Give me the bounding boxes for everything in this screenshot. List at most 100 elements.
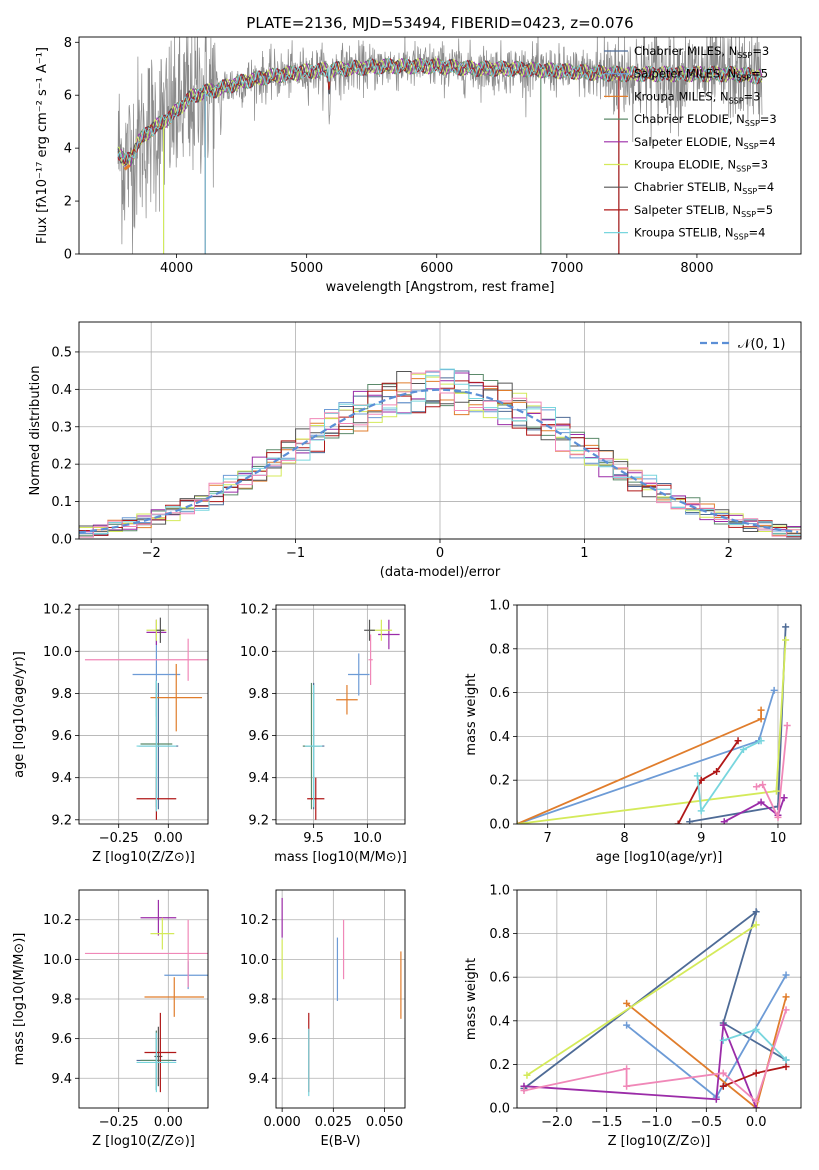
weight-series-line-2 [626,996,787,1108]
y-tick-label: 10.0 [240,953,269,968]
weight-point-marker [712,1095,720,1103]
x-tick-label: 8 [620,831,628,846]
x-tick-label: −2 [142,546,161,561]
y-tick-label: 0.0 [489,818,510,833]
weight-series-line-3 [523,1024,758,1108]
weight-series-line-4 [517,639,787,824]
weight-point-marker [719,1082,727,1090]
weight-series-line-2 [517,710,762,824]
legend-entry-8: Kroupa STELIB, NSSP=4 [634,226,765,242]
x-axis-label: age [log10(age/yr)] [596,850,723,865]
weight-point-marker [693,772,701,780]
x-tick-label: 9.5 [303,831,324,846]
y-tick-label: 2 [64,195,72,210]
y-tick-label: 0.0 [51,533,72,548]
y-tick-label: 0.1 [51,495,72,510]
y-tick-label: 10.2 [240,913,269,928]
weight-series-line-0 [523,909,787,1090]
mass-weight-vs-metallicity-panel: −2.0 −1.5 −1.0 −0.5 0.0 0.0 0.2 0.4 0.6 0.8 1.0 Z [… [464,884,802,1149]
legend-entry-2: Kroupa MILES, NSSP=3 [634,89,761,105]
x-axis-label: Z [log10(Z/Z⊙)] [608,1134,711,1149]
weight-series-line-7 [523,1009,787,1104]
y-axis-label: Normed distribution [28,366,43,496]
weight-point-marker [757,706,765,714]
axes-frame [78,36,802,255]
weight-series-line-5 [677,740,739,824]
weight-series-line-3 [723,797,785,823]
mass-vs-extinction-panel: 0.000 0.025 0.050 9.4 9.6 9.8 10.0 10.2 E(B-V) [240,889,406,1149]
x-tick-label: 4000 [160,261,193,276]
weight-point-marker [752,921,760,929]
y-axis-label: age [log10(age/yr)] [12,651,27,778]
weight-point-marker [739,746,747,754]
y-tick-label: 9.2 [248,813,269,828]
weight-point-marker [752,1026,760,1034]
x-tick-label: −1.0 [641,1115,673,1130]
y-tick-label: 0.2 [489,774,510,789]
y-tick-label: 0.4 [51,383,72,398]
y-tick-label: 9.8 [51,687,72,702]
x-tick-label: −0.5 [691,1115,723,1130]
y-tick-label: 9.6 [51,1032,72,1047]
legend-entry-normal: 𝒩(0, 1) [738,337,785,352]
weight-point-marker [686,818,694,824]
y-axis-label: mass [log10(M/M⊙)] [12,933,27,1066]
age-vs-metallicity-panel: −0.25 0.00 9.2 9.4 9.6 9.8 10.0 10.2 Z [log10(Z/… [12,603,209,865]
y-tick-label: 9.6 [248,1032,269,1047]
y-axis-label: mass weight [464,673,479,755]
weight-point-marker [752,1069,760,1077]
y-tick-label: 0.8 [489,642,510,657]
weight-point-marker [623,999,631,1007]
weight-point-marker [623,1065,631,1073]
weight-point-marker [772,787,780,795]
x-tick-label: −2.0 [541,1115,573,1130]
y-tick-label: 0.0 [489,1102,510,1117]
y-tick-label: 9.4 [51,1072,72,1087]
weight-point-marker [757,737,765,745]
x-tick-label: −1.5 [591,1115,623,1130]
axes-frame [275,889,406,1109]
x-tick-label: 1 [580,546,588,561]
y-tick-label: 9.8 [248,993,269,1008]
x-axis-label: E(B-V) [320,1134,360,1149]
weight-point-marker [719,1036,727,1044]
model-marker [123,164,131,171]
spectrum-panel: 4000 5000 6000 7000 8000 0 2 4 6 8 Chabrier MILES,… [35,36,802,295]
y-tick-label: 1.0 [489,884,510,899]
x-tick-label: 2 [725,546,733,561]
x-tick-label: 0.00 [154,1115,183,1130]
legend-entry-6: Chabrier STELIB, NSSP=4 [634,180,774,196]
axes-frame [516,604,802,825]
y-tick-label: 9.6 [248,729,269,744]
x-axis-label: mass [log10(M/M⊙)] [274,850,407,865]
x-tick-label: 10 [770,831,787,846]
weight-point-marker [674,820,682,824]
weight-point-marker [623,1021,631,1029]
y-tick-label: 9.6 [51,729,72,744]
weight-point-marker [720,818,728,824]
model-spectrum-line-8 [117,58,763,162]
legend-entry-0: Chabrier MILES, NSSP=3 [634,44,769,60]
weight-point-marker [623,1082,631,1090]
weight-point-marker [782,993,790,1001]
axes-frame [78,604,209,825]
weight-point-marker [757,715,765,723]
weight-point-marker [523,1071,531,1079]
y-axis-label: mass weight [464,958,479,1040]
weight-point-marker [697,776,705,784]
x-tick-label: 7000 [550,261,583,276]
weight-point-marker [770,686,778,694]
x-tick-label: 0 [436,546,444,561]
mass-weight-vs-age-panel: 7 8 9 10 0.0 0.2 0.4 0.6 0.8 1.0 age [log10(age/yr… [464,599,802,865]
y-tick-label: 10.0 [43,953,72,968]
weight-point-marker [752,783,760,791]
x-tick-label: −0.25 [99,1115,139,1130]
x-tick-label: 6000 [420,261,453,276]
weight-point-marker [782,1006,790,1014]
y-tick-label: 9.4 [51,771,72,786]
y-tick-label: 9.2 [51,813,72,828]
weight-series-line-7 [756,725,789,821]
weight-point-marker [734,737,742,745]
weight-series-line-1 [517,690,775,824]
